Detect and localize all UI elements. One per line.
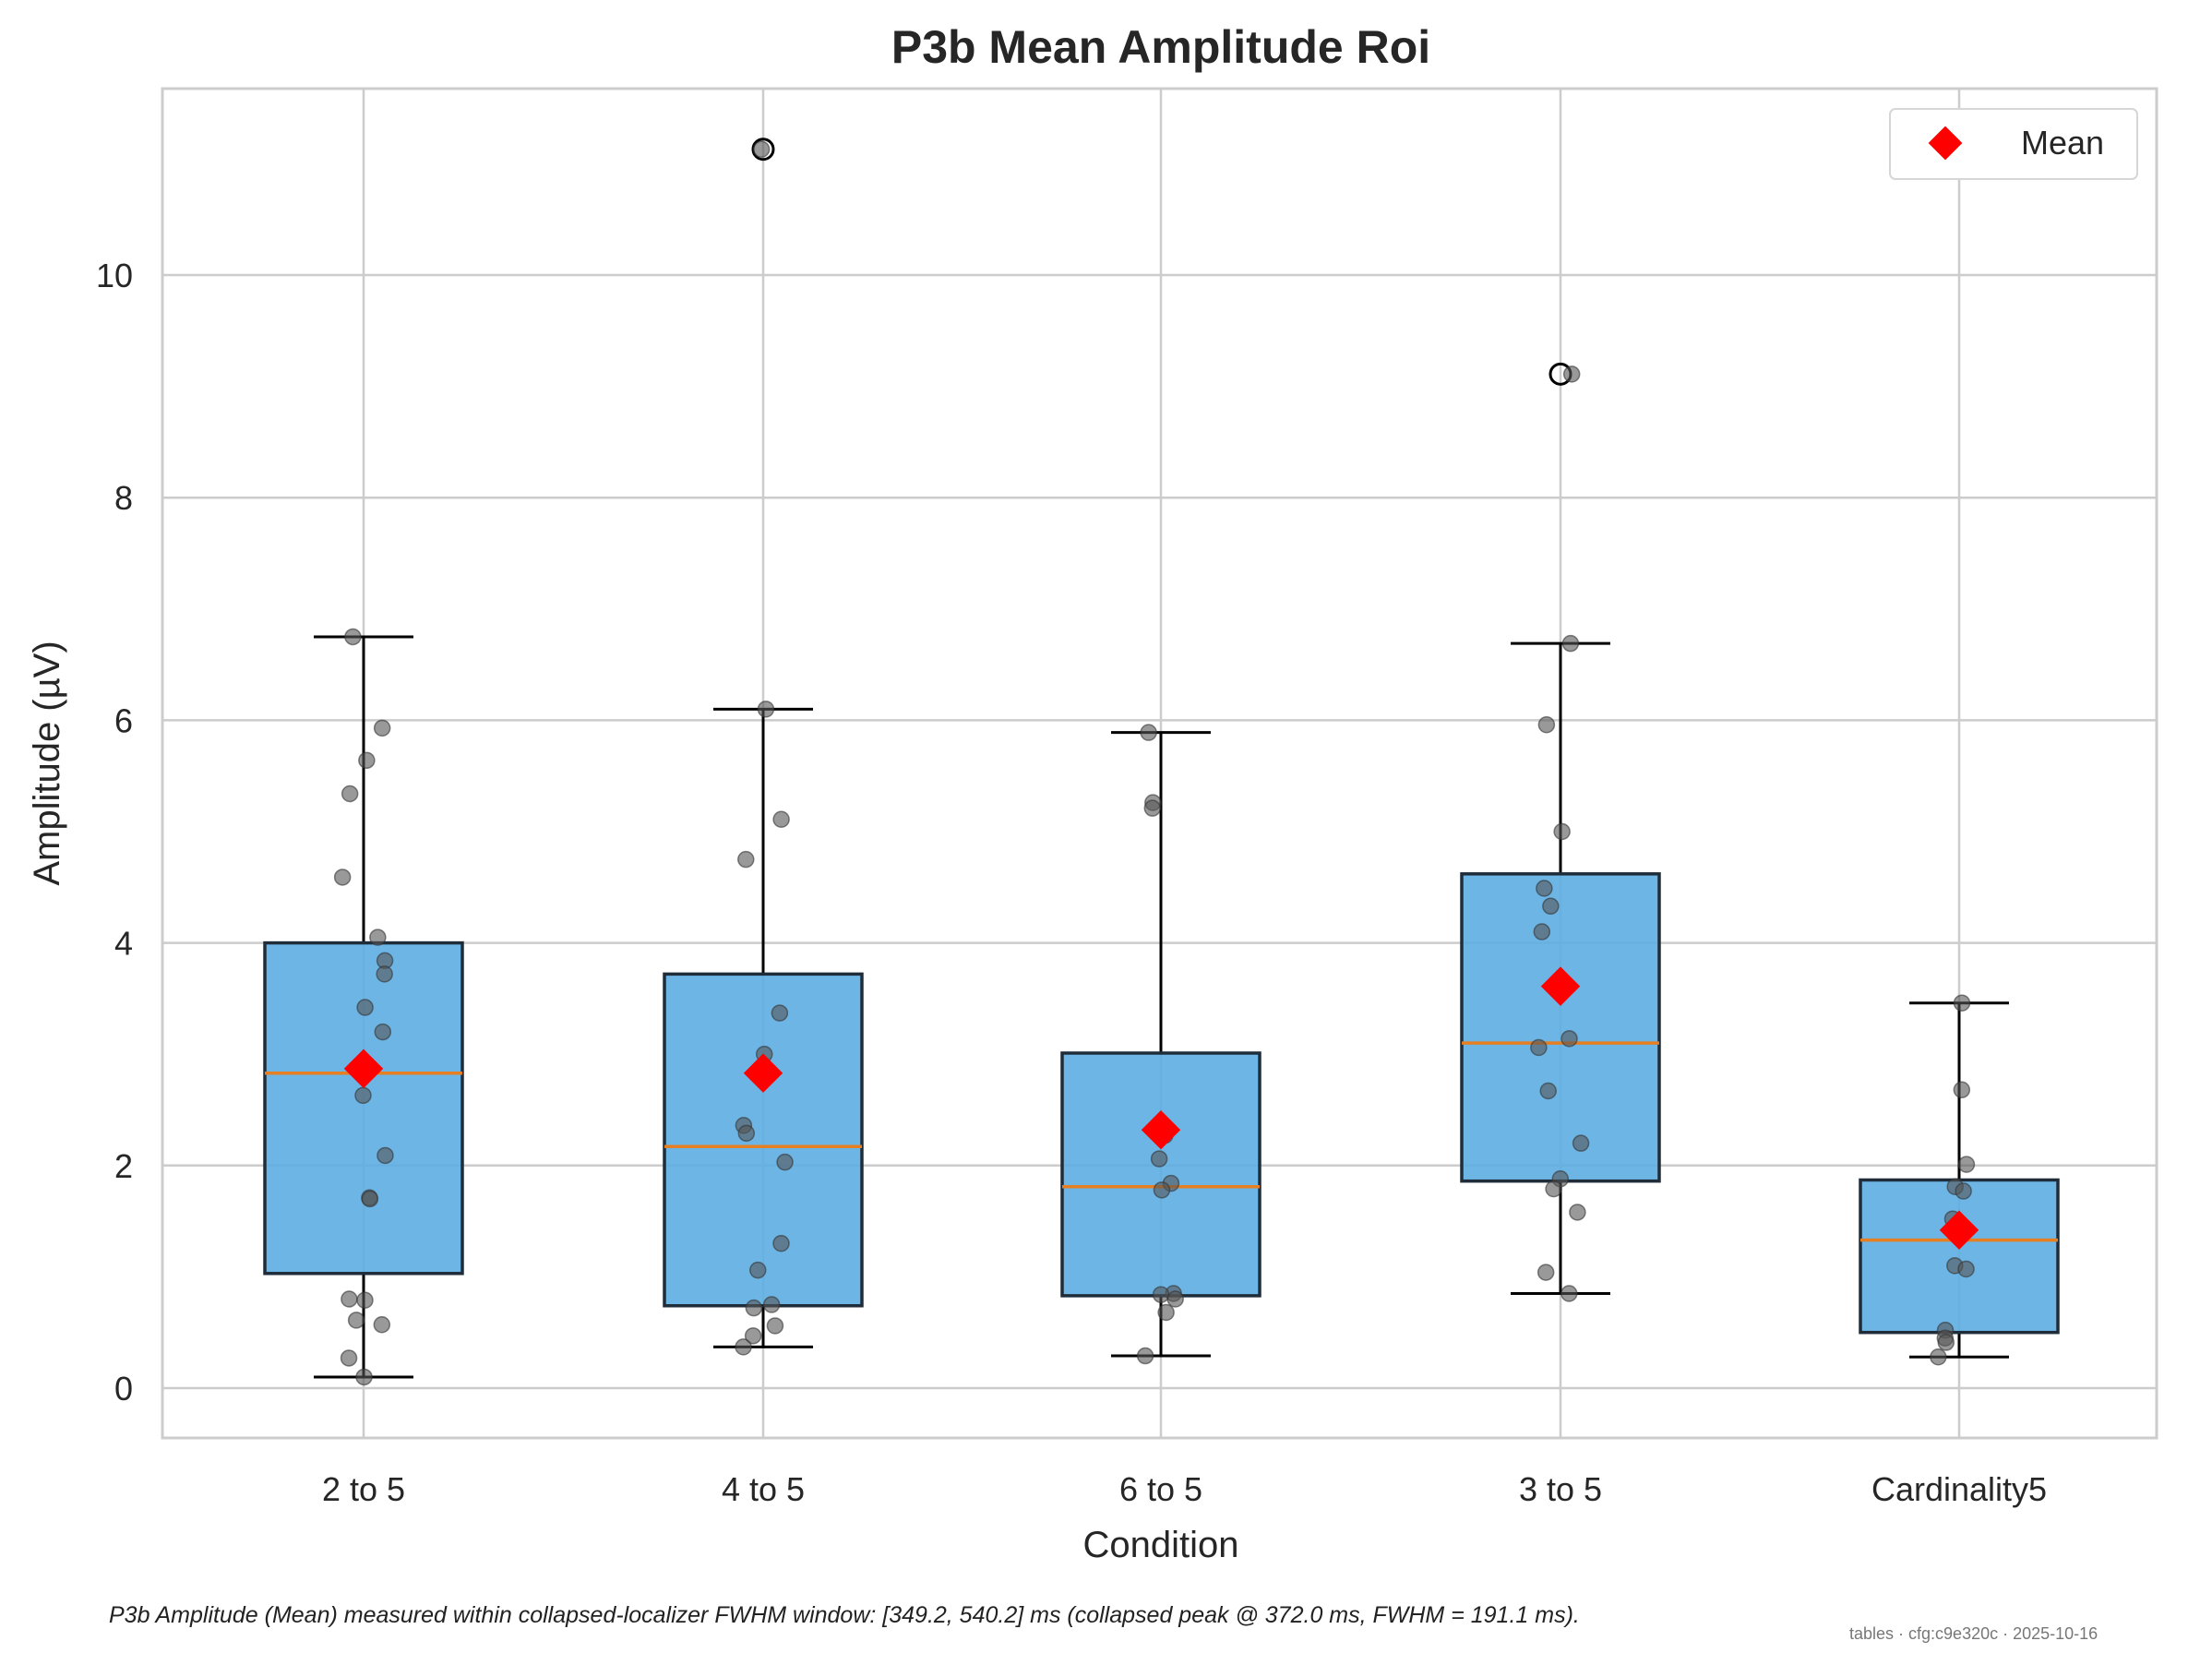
data-point <box>1153 1181 1171 1199</box>
x-tick-label: 4 to 5 <box>722 1470 805 1508</box>
y-tick-label: 2 <box>114 1147 133 1185</box>
y-axis-label: Amplitude (µV) <box>27 641 67 885</box>
data-point <box>1937 1334 1955 1351</box>
data-point <box>341 785 359 803</box>
watermark: tables · cfg:c9e320c · 2025-10-16 <box>1849 1624 2098 1644</box>
data-point <box>745 1299 763 1317</box>
data-point <box>766 1317 784 1335</box>
data-point <box>1536 880 1553 897</box>
mean-marker <box>1141 1109 1181 1150</box>
data-point <box>752 140 771 158</box>
y-tick-label: 6 <box>114 701 133 739</box>
data-point <box>1545 1180 1562 1198</box>
data-point <box>374 1023 392 1041</box>
data-point <box>772 1234 790 1252</box>
data-point <box>1143 799 1162 817</box>
box-iqr <box>263 940 464 1276</box>
data-point <box>744 1327 762 1345</box>
mean-marker <box>1540 966 1581 1006</box>
data-point <box>376 965 393 983</box>
data-point <box>1957 1156 1976 1173</box>
data-point <box>735 1338 752 1356</box>
y-tick-label: 0 <box>114 1370 133 1407</box>
y-tick-label: 10 <box>96 257 133 294</box>
figure-caption: P3b Amplitude (Mean) measured within col… <box>109 1602 1580 1628</box>
y-tick-label: 8 <box>114 479 133 517</box>
mean-markers <box>343 966 1979 1250</box>
data-point <box>1953 994 1971 1012</box>
mean-marker <box>743 1053 783 1093</box>
data-point <box>355 1368 373 1386</box>
data-point <box>1553 822 1571 841</box>
data-point <box>1166 1290 1184 1308</box>
data-point <box>1152 1286 1170 1303</box>
data-point <box>1572 1134 1590 1152</box>
data-point <box>341 1290 358 1308</box>
legend-mean-label: Mean <box>2021 124 2104 162</box>
boxes <box>263 138 2060 1379</box>
data-point <box>737 1124 756 1143</box>
data-point <box>772 810 790 828</box>
data-point <box>358 751 376 770</box>
data-point <box>1533 923 1551 940</box>
chart-title: P3b Mean Amplitude Roi <box>891 21 1430 73</box>
data-point <box>1930 1348 1947 1366</box>
data-point <box>1537 715 1556 734</box>
data-point <box>373 719 391 737</box>
mean-marker <box>343 1048 384 1089</box>
data-point <box>1530 1038 1548 1057</box>
y-tick-label: 4 <box>114 925 133 963</box>
x-axis-label: Condition <box>1082 1525 1238 1565</box>
data-point <box>347 1312 365 1329</box>
x-tick-label: 6 to 5 <box>1119 1470 1202 1508</box>
data-point <box>373 1316 391 1334</box>
legend-box <box>1889 108 2138 180</box>
mean-marker <box>1939 1210 1979 1250</box>
data-point <box>1157 1303 1175 1322</box>
data-point <box>1539 1082 1557 1100</box>
data-point <box>1542 897 1560 916</box>
x-tick-label: 2 to 5 <box>322 1470 405 1508</box>
data-point <box>1562 365 1581 383</box>
box-iqr <box>663 972 864 1308</box>
data-point <box>340 1349 358 1367</box>
data-point <box>1536 1264 1555 1281</box>
data-points <box>333 140 1976 1386</box>
data-point <box>1953 1081 1971 1099</box>
data-point <box>1150 1150 1168 1168</box>
x-tick-label: 3 to 5 <box>1519 1470 1602 1508</box>
data-point <box>1957 1260 1975 1278</box>
y-tick-labels: 0 2 4 6 8 10 <box>96 257 133 1407</box>
box-iqr <box>1060 1051 1261 1298</box>
legend: Mean <box>1889 108 2138 180</box>
data-point <box>1560 1030 1578 1048</box>
data-point <box>1140 724 1157 741</box>
data-point <box>361 1190 379 1208</box>
data-point <box>1561 634 1580 653</box>
data-point <box>1560 1285 1578 1302</box>
data-point <box>354 1086 372 1105</box>
data-point <box>356 1291 374 1309</box>
data-point <box>333 868 352 886</box>
data-point <box>776 1153 794 1171</box>
data-point <box>369 928 387 946</box>
data-point <box>737 850 755 868</box>
data-point <box>1136 1347 1154 1365</box>
x-tick-label: Cardinality5 <box>1871 1470 2047 1508</box>
box-iqr <box>1460 872 1661 1183</box>
data-point <box>356 999 374 1016</box>
data-point <box>1569 1204 1586 1221</box>
data-point <box>377 1146 394 1165</box>
data-point <box>771 1004 789 1022</box>
data-point <box>762 1296 781 1313</box>
legend-mean-marker <box>1928 126 1963 161</box>
box-iqr <box>1859 1178 2060 1335</box>
data-point <box>1955 1182 1972 1200</box>
data-point <box>749 1261 767 1279</box>
data-point <box>757 701 775 718</box>
data-point <box>344 628 362 646</box>
x-tick-labels: 2 to 5 4 to 5 6 to 5 3 to 5 Cardinality5 <box>322 1470 2047 1508</box>
